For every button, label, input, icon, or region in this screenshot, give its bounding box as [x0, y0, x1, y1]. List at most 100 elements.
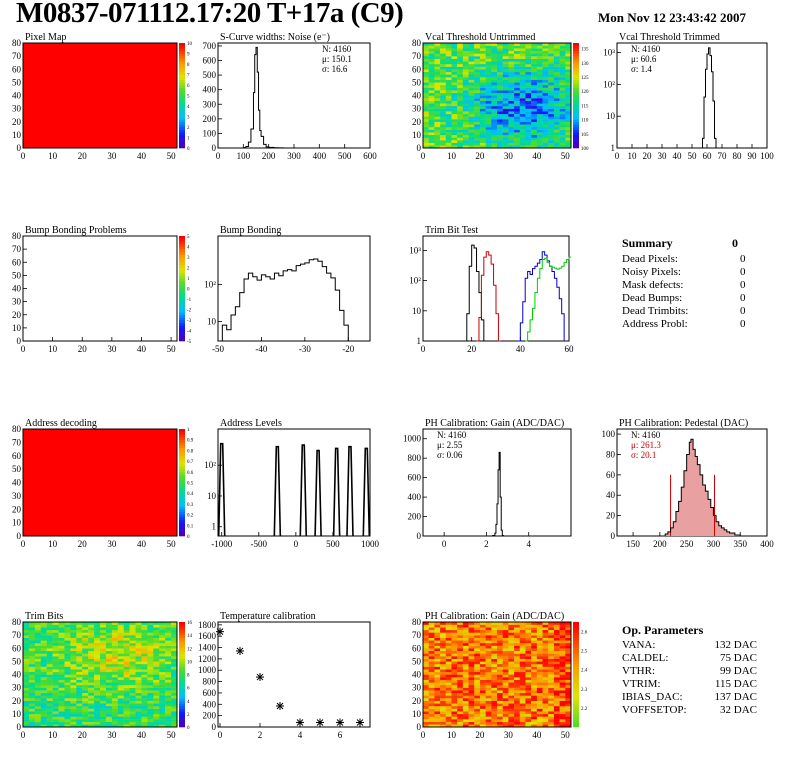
heatmap-cell	[123, 648, 130, 652]
heatmap-cell	[468, 640, 475, 644]
heatmap-cell	[491, 671, 498, 675]
heatmap-cell	[159, 629, 166, 633]
colorbar-segment	[179, 637, 185, 641]
heatmap-cell	[147, 687, 154, 691]
heatmap-cell	[457, 711, 464, 715]
heatmap-cell	[117, 685, 124, 688]
heatmap-cell	[123, 629, 130, 633]
heatmap-cell	[457, 656, 464, 659]
heatmap-cell	[94, 627, 101, 631]
heatmap-cell	[105, 679, 113, 683]
heatmap-cell	[451, 700, 458, 704]
heatmap-cell	[111, 664, 118, 667]
heatmap-cell	[553, 77, 560, 80]
heatmap-cell	[171, 643, 178, 646]
heatmap-cell	[536, 706, 543, 709]
heatmap-cell	[111, 650, 118, 654]
colorbar-segment	[573, 90, 579, 94]
y-tick-label: 60	[12, 643, 22, 653]
heatmap-cell	[105, 687, 113, 691]
heatmap-cell	[105, 682, 113, 686]
x-tick-label: 10	[48, 730, 58, 740]
heatmap-cell	[497, 679, 503, 683]
heatmap-cell	[531, 145, 538, 149]
heatmap-cell	[502, 706, 509, 709]
y-tick-label: 400	[408, 492, 422, 502]
heatmap-cell	[497, 700, 503, 704]
heatmap-cell	[457, 640, 464, 644]
heatmap-cell	[542, 66, 549, 70]
heatmap-cell	[171, 629, 178, 633]
heatmap-cell	[88, 674, 95, 678]
y-tick-label: 80	[412, 38, 422, 48]
colorbar-label: 4	[187, 700, 190, 705]
heatmap-cell	[525, 145, 532, 149]
heatmap-cell	[94, 685, 101, 688]
heatmap-cell	[508, 629, 515, 633]
colorbar-label: 3	[187, 256, 190, 261]
heatmap-cell	[123, 671, 130, 675]
heatmap-cell	[58, 653, 65, 657]
heatmap-cell	[553, 50, 560, 54]
heatmap-cell	[34, 624, 41, 628]
heatmap-cell	[491, 635, 498, 638]
colorbar-segment	[573, 145, 579, 149]
heatmap-cell	[497, 669, 503, 673]
heatmap-cell	[165, 671, 172, 675]
heatmap-cell	[451, 108, 458, 112]
heatmap-cell	[153, 695, 160, 699]
heatmap-cell	[135, 706, 142, 709]
heatmap-cell	[514, 134, 520, 138]
heatmap-cell	[434, 90, 441, 94]
heatmap-cell	[117, 664, 124, 667]
colorbar-segment	[179, 530, 185, 534]
heatmap-cell	[485, 627, 492, 631]
heatmap-cell	[28, 643, 36, 646]
y-tick-label: 0	[212, 143, 217, 153]
heatmap-cell	[457, 129, 464, 133]
heatmap-cell	[502, 45, 509, 49]
heatmap-cell	[171, 637, 178, 641]
colorbar-label: 0.1	[187, 524, 194, 529]
heatmap-cell	[474, 111, 481, 115]
heatmap-cell	[105, 622, 113, 625]
heatmap-cell	[153, 632, 160, 636]
heatmap-cell	[34, 653, 41, 657]
heatmap-cell	[111, 640, 118, 644]
heatmap-cell	[82, 658, 89, 662]
y-tick-label: 80	[12, 38, 22, 48]
heatmap-cell	[440, 677, 446, 680]
heatmap-cell	[82, 664, 89, 667]
heatmap-cell	[434, 48, 441, 52]
heatmap-cell	[423, 103, 429, 107]
colorbar-segment	[179, 280, 185, 284]
colorbar-segment	[179, 434, 185, 438]
heatmap-cell	[553, 671, 560, 675]
heatmap-cell	[165, 713, 172, 717]
heatmap-cell	[462, 137, 469, 141]
heatmap-cell	[117, 674, 124, 678]
heatmap-cell	[479, 90, 486, 94]
heatmap-cell	[94, 643, 101, 646]
heatmap-cell	[519, 111, 526, 115]
y-tick-label: 1	[417, 336, 422, 346]
heatmap-cell	[64, 703, 71, 707]
heatmap-cell	[440, 703, 446, 707]
heatmap-cell	[474, 43, 481, 46]
heatmap-cell	[462, 706, 469, 709]
heatmap-cell	[508, 627, 515, 631]
heatmap-cell	[553, 685, 560, 688]
heatmap-cell	[519, 87, 526, 91]
heatmap-cell	[542, 127, 549, 130]
heatmap-cell	[468, 71, 475, 75]
heatmap-cell	[497, 685, 503, 688]
heatmap-cell	[147, 711, 154, 715]
heatmap-cell	[531, 703, 538, 707]
heatmap-cell	[565, 127, 572, 130]
heatmap-cell	[531, 127, 538, 130]
heatmap-cell	[553, 53, 560, 57]
heatmap-cell	[491, 64, 498, 67]
heatmap-cell	[462, 679, 469, 683]
heatmap-cell	[474, 635, 481, 638]
colorbar-segment	[179, 103, 185, 107]
